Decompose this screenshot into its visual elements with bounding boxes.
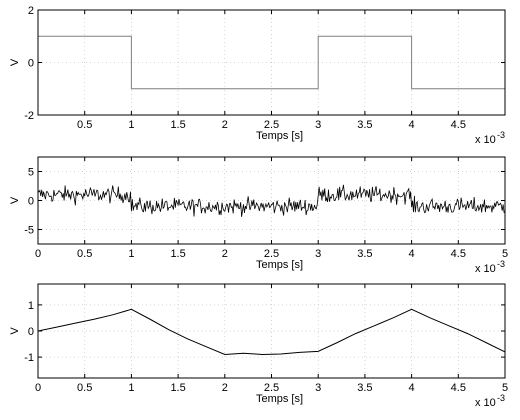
x-tick-label: 2 [222,119,228,131]
x-tick-label: 4.5 [451,248,466,260]
x-tick-label: 2.5 [264,248,279,260]
y-tick-label: 1 [28,300,34,312]
y-tick-label: 0 [28,326,34,338]
x-tick-label: 1 [128,382,134,394]
x-tick-label: 1.5 [170,119,185,131]
x-tick-label: 5 [502,382,508,394]
x-tick-label: 3 [315,119,321,131]
y-tick-label: -1 [24,352,34,364]
x-axis-label: Temps [s] [256,393,303,405]
y-tick-label: 0 [28,196,34,208]
y-tick-label: 5 [28,167,34,179]
x-tick-label: 1 [128,248,134,260]
x-multiplier-label: x 10 [475,397,496,409]
x-multiplier-label: x 10 [475,263,496,275]
square-wave-line [38,35,505,90]
y-tick-label: -5 [24,225,34,237]
x-tick-label: 3.5 [357,119,372,131]
x-tick-label: 1.5 [170,382,185,394]
x-tick-label: 2.5 [264,382,279,394]
x-multiplier-exponent: -3 [497,130,505,140]
y-tick-label: 2 [28,5,34,17]
y-tick-label: 0 [28,58,34,70]
x-tick-label: 2 [222,248,228,260]
x-tick-label: 0 [35,382,41,394]
x-tick-label: 3 [315,248,321,260]
x-axis-label: Temps [s] [256,259,303,271]
x-tick-label: 0.5 [77,119,92,131]
x-multiplier-exponent: -3 [497,393,505,403]
integrated-signal-line [38,308,505,356]
x-tick-label: 0.5 [77,248,92,260]
x-tick-label: 3.5 [357,248,372,260]
x-tick-label: 2 [222,382,228,394]
x-axis-label: Temps [s] [256,130,303,142]
x-tick-label: 5 [502,248,508,260]
subplot-1: 0.5 1 1.5 2 2.5 3 3.5 4 4.5 -2 0 2 Temps [s] Vx 10 -3 [9,5,506,146]
x-tick-label: 2.5 [264,119,279,131]
y-axis-label: V [9,327,21,335]
y-tick-label: -2 [24,110,34,122]
x-multiplier-exponent: -3 [497,259,505,269]
x-tick-label: 4 [409,382,415,394]
x-tick-label: 4 [409,248,415,260]
x-tick-label: 4 [409,119,415,131]
x-tick-label: 3 [315,382,321,394]
x-tick-label: 4.5 [451,382,466,394]
noise-trace [38,184,505,217]
plot-area [38,284,505,378]
x-multiplier-label: x 10 [475,134,496,146]
y-axis-label: V [9,196,21,204]
x-tick-label: 3.5 [357,382,372,394]
x-tick-label: 0.5 [77,382,92,394]
x-tick-label: 1 [128,119,134,131]
subplot-3: 0 0.5 1 1.5 2 2.5 3 3.5 4 4.5 5 -1 0 1 Temps [s] Vx 10-… [9,283,508,409]
x-tick-label: 4.5 [451,119,466,131]
x-tick-label: 0 [35,248,41,260]
y-axis-label: V [9,58,21,66]
x-tick-label: 1.5 [170,248,185,260]
